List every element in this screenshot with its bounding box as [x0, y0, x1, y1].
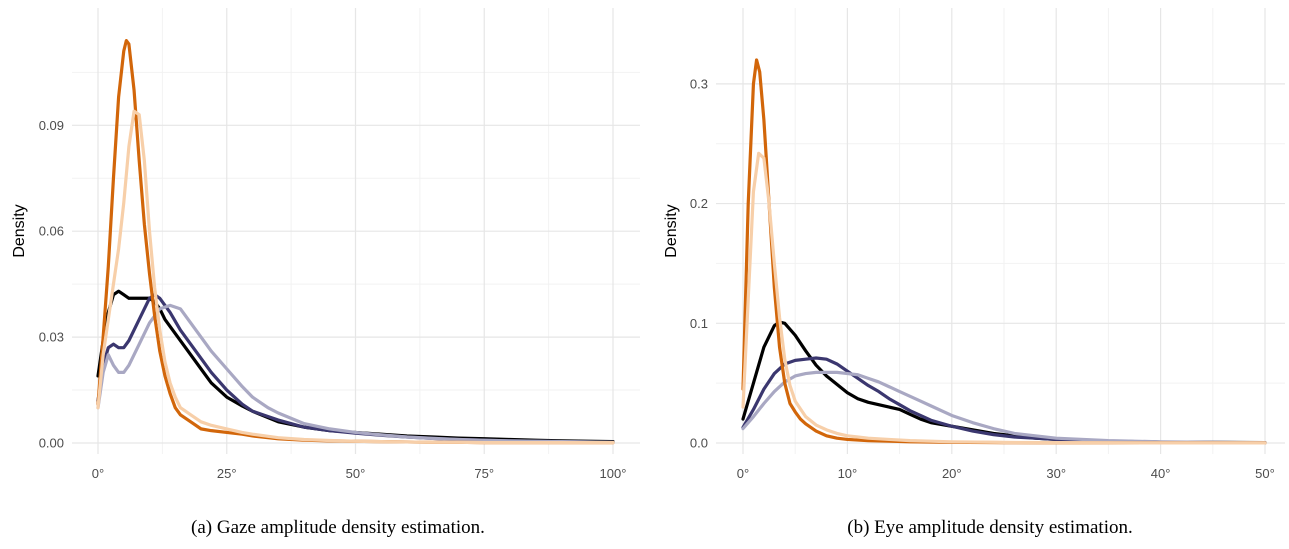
y-tick-label: 0.2 — [690, 196, 708, 211]
series-line-5 — [96, 109, 615, 445]
figure-caption: (a) Gaze amplitude density estimation. — [191, 517, 485, 538]
x-tick-label: 0° — [737, 466, 749, 481]
y-tick-label: 0.06 — [39, 224, 64, 239]
x-tick-label: 75° — [474, 466, 494, 481]
series-line-2 — [741, 356, 1267, 445]
y-tick-label: 0.03 — [39, 330, 64, 345]
series-line-3 — [741, 370, 1267, 445]
y-tick-label: 0.1 — [690, 316, 708, 331]
x-tick-label: 20° — [942, 466, 962, 481]
x-tick-label: 100° — [600, 466, 627, 481]
x-tick-label: 30° — [1046, 466, 1066, 481]
y-tick-label: 0.0 — [690, 436, 708, 451]
series-line-5 — [741, 151, 1267, 445]
gaze-amplitude-panel: 0° 25° 50° 75° 100° 0.00 0.03 0.06 0.09 Density (a… — [11, 8, 640, 538]
x-tick-label: 50° — [346, 466, 366, 481]
series-line-3 — [96, 303, 615, 444]
y-axis-title: Density — [663, 204, 680, 257]
y-tick-label: 0.00 — [39, 436, 64, 451]
y-tick-label: 0.09 — [39, 118, 64, 133]
y-tick-label: 0.3 — [690, 76, 708, 91]
x-tick-label: 25° — [217, 466, 237, 481]
x-tick-label: 40° — [1151, 466, 1171, 481]
x-tick-label: 10° — [838, 466, 858, 481]
figure-caption: (b) Eye amplitude density estimation. — [847, 517, 1132, 538]
y-axis-title: Density — [11, 204, 28, 257]
x-tick-label: 50° — [1255, 466, 1275, 481]
eye-amplitude-panel: 0° 10° 20° 30° 40° 50° 0.0 0.1 0.2 0.3 Density (b) … — [663, 8, 1285, 538]
x-tick-label: 0° — [92, 466, 104, 481]
